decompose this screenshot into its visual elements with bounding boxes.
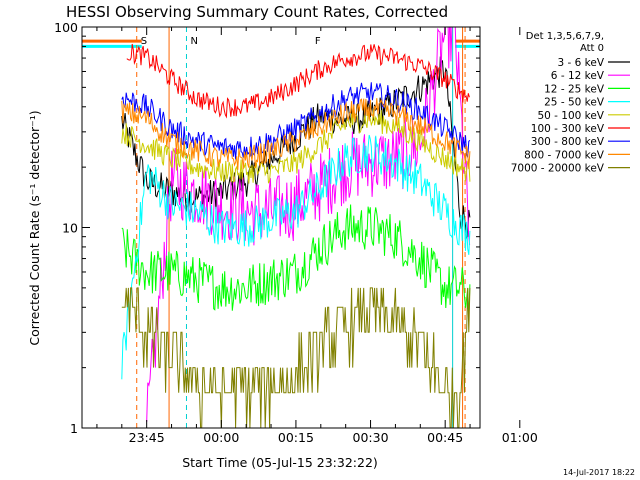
x-tick-label-1: 00:00 bbox=[203, 430, 239, 445]
legend-label-3: 25 - 50 keV bbox=[544, 97, 605, 109]
x-tick-label-4: 00:45 bbox=[427, 430, 463, 445]
x-tick-label-3: 00:30 bbox=[353, 430, 389, 445]
legend-label-7: 800 - 7000 keV bbox=[524, 149, 605, 161]
x-tick-label-0: 23:45 bbox=[129, 430, 165, 445]
legend-label-1: 6 - 12 keV bbox=[551, 70, 605, 82]
series-line-1 bbox=[146, 27, 471, 422]
series-line-8 bbox=[121, 287, 471, 428]
legend-label-0: 3 - 6 keV bbox=[557, 57, 604, 69]
series-line-2 bbox=[121, 204, 471, 318]
y-tick-label-2: 100 bbox=[54, 20, 78, 35]
x-tick-label-2: 00:15 bbox=[278, 430, 314, 445]
series-line-4 bbox=[121, 109, 471, 184]
legend-label-4: 50 - 100 keV bbox=[537, 110, 604, 122]
y-tick-label-1: 10 bbox=[62, 221, 78, 236]
x-tick-label-5: 01:00 bbox=[502, 430, 538, 445]
series-line-6 bbox=[121, 82, 471, 160]
marker-label-n: N bbox=[190, 36, 197, 47]
legend-label-5: 100 - 300 keV bbox=[531, 123, 605, 135]
footer-timestamp: 14-Jul-2017 18:22 bbox=[563, 468, 635, 477]
marker-label-f: F bbox=[315, 36, 321, 47]
y-axis-label: Corrected Count Rate (s⁻¹ detector⁻¹) bbox=[27, 110, 42, 345]
legend-label-8: 7000 - 20000 keV bbox=[511, 163, 605, 175]
x-axis-label: Start Time (05-Jul-15 23:32:22) bbox=[182, 455, 378, 470]
series-line-3 bbox=[121, 134, 471, 380]
series-line-5 bbox=[126, 43, 470, 119]
legend-header-1: Att 0 bbox=[580, 43, 604, 54]
marker-label-s: S bbox=[141, 36, 147, 47]
y-tick-label-0: 1 bbox=[70, 421, 78, 436]
series-line-7 bbox=[121, 98, 471, 170]
chart-title: HESSI Observing Summary Count Rates, Cor… bbox=[66, 3, 448, 21]
legend-label-6: 300 - 800 keV bbox=[531, 136, 605, 148]
legend-header-0: Det 1,3,5,6,7,9, bbox=[526, 31, 604, 42]
legend-label-2: 12 - 25 keV bbox=[544, 83, 605, 95]
